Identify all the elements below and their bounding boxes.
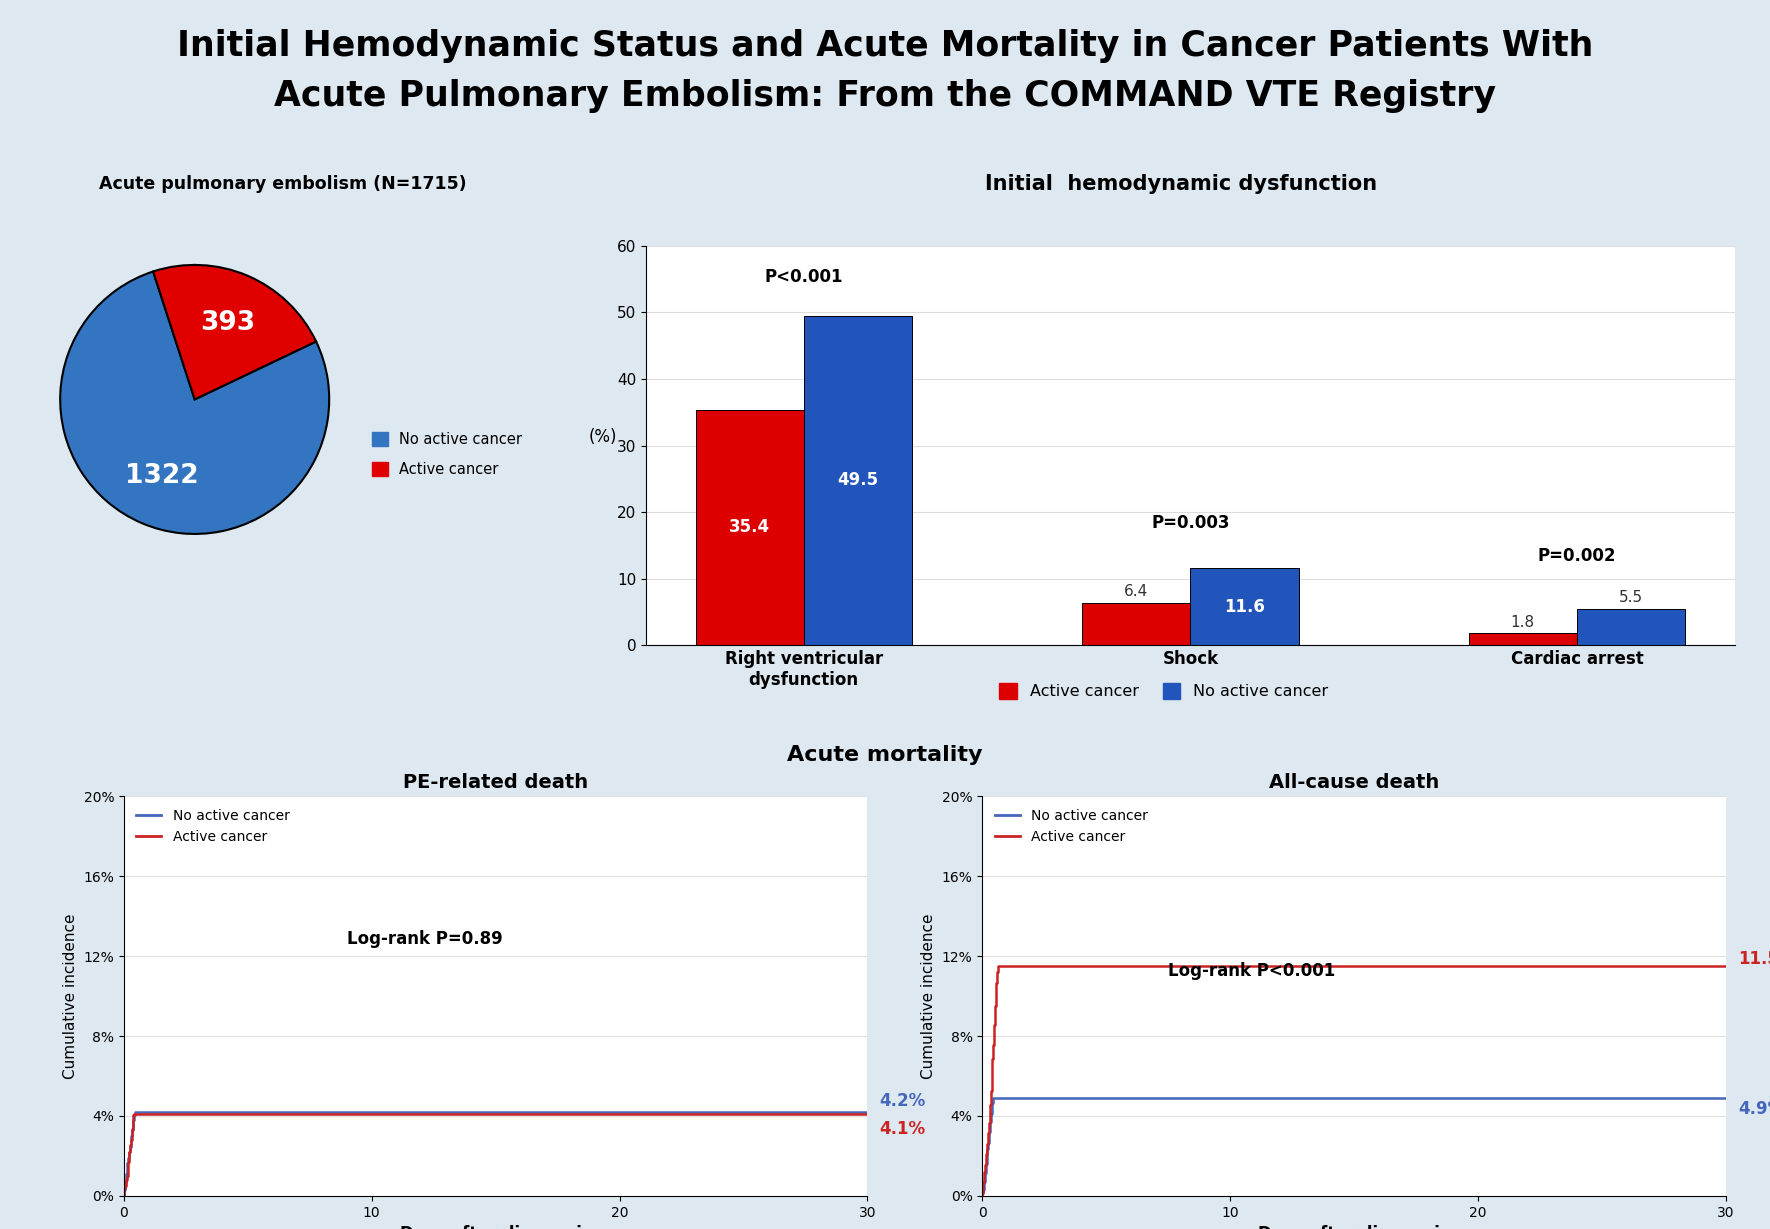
Text: 11.6: 11.6: [1225, 597, 1266, 616]
Text: Initial Hemodynamic Status and Acute Mortality in Cancer Patients With
Acute Pul: Initial Hemodynamic Status and Acute Mor…: [177, 28, 1593, 113]
X-axis label: Days after diagnosis: Days after diagnosis: [400, 1225, 591, 1229]
Text: Initial  hemodynamic dysfunction: Initial hemodynamic dysfunction: [986, 173, 1377, 194]
X-axis label: Days after diagnosis: Days after diagnosis: [1258, 1225, 1450, 1229]
Bar: [1189, 568, 1299, 645]
Text: P<0.001: P<0.001: [765, 268, 843, 285]
Text: 4.2%: 4.2%: [880, 1091, 926, 1110]
Wedge shape: [60, 272, 329, 533]
Y-axis label: Cumulative incidence: Cumulative incidence: [920, 913, 936, 1079]
Text: 393: 393: [200, 310, 255, 336]
Text: 5.5: 5.5: [1620, 590, 1643, 605]
Text: Acute mortality: Acute mortality: [788, 745, 982, 764]
Text: 4.1%: 4.1%: [880, 1120, 926, 1138]
Y-axis label: Cumulative incidence: Cumulative incidence: [62, 913, 78, 1079]
Text: 35.4: 35.4: [729, 519, 770, 536]
Text: 4.9%: 4.9%: [1738, 1100, 1770, 1118]
Text: 49.5: 49.5: [837, 472, 878, 489]
Text: P=0.003: P=0.003: [1150, 514, 1230, 532]
Legend: Active cancer, No active cancer: Active cancer, No active cancer: [993, 677, 1335, 705]
Text: 1322: 1322: [126, 463, 198, 489]
Text: P=0.002: P=0.002: [1538, 547, 1616, 565]
Bar: [696, 409, 804, 645]
Bar: [1577, 608, 1685, 645]
Text: 1.8: 1.8: [1512, 614, 1535, 630]
Legend: No active cancer, Active cancer: No active cancer, Active cancer: [989, 804, 1154, 849]
Bar: [1081, 602, 1191, 645]
Text: 11.5%: 11.5%: [1738, 950, 1770, 968]
Text: Log-rank P=0.89: Log-rank P=0.89: [347, 930, 503, 949]
Bar: [1469, 633, 1577, 645]
Legend: No active cancer, Active cancer: No active cancer, Active cancer: [366, 426, 527, 483]
Text: Acute pulmonary embolism (N=1715): Acute pulmonary embolism (N=1715): [99, 175, 467, 193]
Bar: [804, 316, 912, 645]
Wedge shape: [154, 265, 317, 399]
Title: PE-related death: PE-related death: [404, 773, 588, 791]
Y-axis label: (%): (%): [589, 428, 618, 445]
Title: All-cause death: All-cause death: [1269, 773, 1439, 791]
Legend: No active cancer, Active cancer: No active cancer, Active cancer: [131, 804, 296, 849]
Text: 6.4: 6.4: [1124, 584, 1149, 600]
Text: Log-rank P<0.001: Log-rank P<0.001: [1168, 962, 1335, 981]
